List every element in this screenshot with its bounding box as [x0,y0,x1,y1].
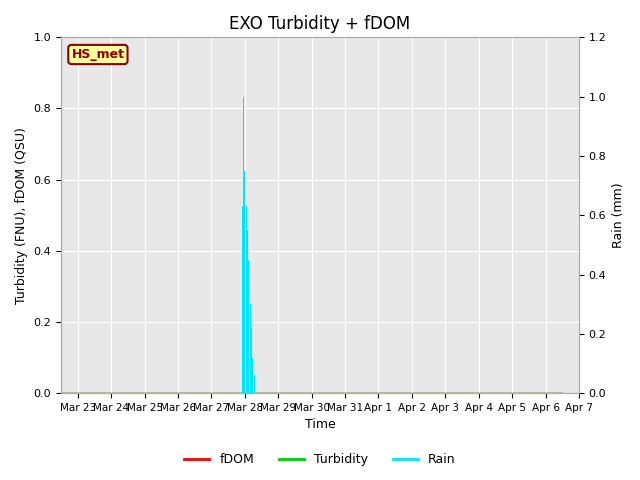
Legend: fDOM, Turbidity, Rain: fDOM, Turbidity, Rain [179,448,461,471]
Bar [242,206,243,393]
Y-axis label: Turbidity (FNU), fDOM (QSU): Turbidity (FNU), fDOM (QSU) [15,127,28,304]
Text: HS_met: HS_met [72,48,124,61]
Bar [252,358,253,393]
Bar [243,96,244,393]
Bar [244,171,245,393]
Title: EXO Turbidity + fDOM: EXO Turbidity + fDOM [229,15,411,33]
X-axis label: Time: Time [305,419,335,432]
Bar [248,260,250,393]
Y-axis label: Rain (mm): Rain (mm) [612,182,625,248]
Bar [250,304,251,393]
Bar [251,328,252,393]
Bar [247,230,248,393]
Bar [253,375,255,393]
